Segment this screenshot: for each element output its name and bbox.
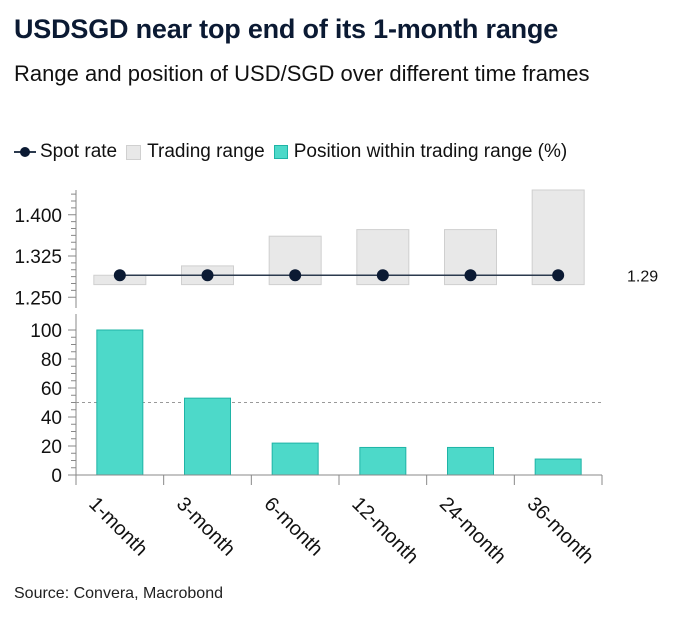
- position-swatch: [273, 145, 288, 159]
- x-tick-label-3-month: 3-month: [172, 493, 239, 560]
- spot-rate-point-1-month: [113, 269, 126, 282]
- legend-label-spot: Spot rate: [40, 141, 118, 162]
- spot-rate-point-6-month: [289, 269, 302, 282]
- top-y-tick-label: 1.250: [14, 288, 62, 309]
- spot-rate-swatch: [14, 145, 36, 159]
- legend: Spot rate Trading range Position within …: [14, 139, 576, 165]
- spot-rate-point-3-month: [201, 269, 214, 282]
- legend-label-position: Position within trading range (%): [293, 141, 568, 162]
- spot-rate-label: 1.29: [627, 268, 658, 285]
- spot-rate-point-36-month: [552, 269, 565, 282]
- position-bar-1-month: [96, 329, 144, 476]
- position-bar-12-month: [359, 446, 407, 476]
- x-tick-label-1-month: 1-month: [84, 493, 151, 560]
- legend-item-range: Trading range: [126, 141, 265, 163]
- top-y-tick-label: 1.325: [14, 247, 62, 268]
- bottom-y-tick-label: 80: [41, 350, 62, 371]
- legend-label-range: Trading range: [147, 141, 265, 162]
- x-tick-label-24-month: 24-month: [435, 493, 510, 568]
- legend-item-spot: Spot rate: [14, 141, 117, 163]
- x-tick-label-36-month: 36-month: [523, 493, 598, 568]
- bottom-y-tick-label: 40: [41, 408, 62, 429]
- source-note: Source: Convera, Macrobond: [14, 585, 223, 602]
- position-bar-3-month: [184, 397, 231, 476]
- trading-range-box-36-month: [531, 189, 585, 286]
- top-y-tick-label: 1.400: [14, 206, 62, 227]
- chart-title: USDSGD near top end of its 1-month range: [14, 14, 559, 44]
- trading-range-swatch: [126, 144, 142, 160]
- x-tick-label-6-month: 6-month: [260, 493, 327, 560]
- bottom-y-tick-label: 0: [51, 466, 62, 487]
- bottom-y-tick-label: 20: [41, 437, 62, 458]
- chart-subtitle: Range and position of USD/SGD over diffe…: [14, 61, 590, 86]
- bottom-y-tick-label: 100: [30, 321, 62, 342]
- spot-rate-point-12-month: [376, 269, 389, 282]
- position-bar-6-month: [271, 442, 319, 476]
- x-tick-label-12-month: 12-month: [347, 493, 422, 568]
- legend-item-position: Position within trading range (%): [273, 141, 568, 163]
- position-bar-24-month: [447, 446, 494, 476]
- bottom-y-tick-label: 60: [41, 379, 62, 400]
- spot-rate-point-24-month: [464, 269, 477, 282]
- position-bar-36-month: [534, 458, 582, 476]
